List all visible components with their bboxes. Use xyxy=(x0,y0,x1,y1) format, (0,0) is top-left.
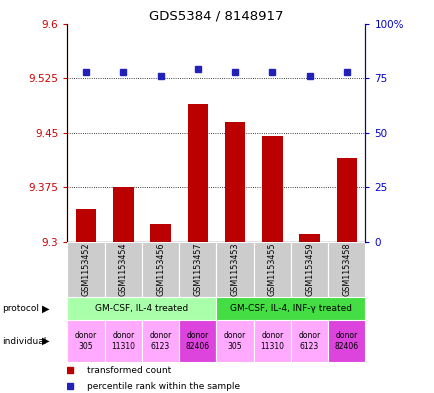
Text: GSM1153453: GSM1153453 xyxy=(230,242,239,296)
Text: GSM1153454: GSM1153454 xyxy=(118,242,128,296)
Text: ▶: ▶ xyxy=(42,336,49,346)
Bar xyxy=(216,297,365,320)
Text: donor
82406: donor 82406 xyxy=(334,331,358,351)
Text: GSM1153456: GSM1153456 xyxy=(156,242,164,296)
Bar xyxy=(179,320,216,362)
Text: GM-CSF, IL-4 treated: GM-CSF, IL-4 treated xyxy=(95,304,188,313)
Title: GDS5384 / 8148917: GDS5384 / 8148917 xyxy=(149,9,283,22)
Bar xyxy=(299,234,319,242)
Bar xyxy=(327,242,365,297)
Bar xyxy=(216,242,253,297)
Text: donor
11310: donor 11310 xyxy=(111,331,135,351)
Bar xyxy=(67,242,105,297)
Bar xyxy=(327,320,365,362)
Text: GSM1153452: GSM1153452 xyxy=(81,242,90,296)
Bar xyxy=(105,320,141,362)
Text: GSM1153457: GSM1153457 xyxy=(193,242,202,296)
Text: GSM1153455: GSM1153455 xyxy=(267,242,276,296)
Bar xyxy=(113,187,133,242)
Bar xyxy=(290,320,327,362)
Text: donor
305: donor 305 xyxy=(75,331,97,351)
Text: transformed count: transformed count xyxy=(87,366,171,375)
Text: individual: individual xyxy=(2,337,46,345)
Text: percentile rank within the sample: percentile rank within the sample xyxy=(87,382,240,391)
Bar xyxy=(105,242,141,297)
Text: donor
305: donor 305 xyxy=(224,331,246,351)
Bar xyxy=(67,297,216,320)
Bar xyxy=(187,103,207,242)
Bar xyxy=(336,158,356,242)
Text: donor
6123: donor 6123 xyxy=(149,331,171,351)
Bar xyxy=(150,224,171,242)
Bar xyxy=(253,320,290,362)
Bar xyxy=(179,242,216,297)
Text: GSM1153458: GSM1153458 xyxy=(342,242,351,296)
Bar xyxy=(224,122,245,242)
Text: GSM1153459: GSM1153459 xyxy=(304,242,313,296)
Bar xyxy=(253,242,290,297)
Text: protocol: protocol xyxy=(2,304,39,313)
Bar xyxy=(261,136,282,242)
Bar xyxy=(216,320,253,362)
Text: ▶: ▶ xyxy=(42,303,49,314)
Bar xyxy=(141,242,179,297)
Bar xyxy=(290,242,327,297)
Text: donor
82406: donor 82406 xyxy=(185,331,209,351)
Bar xyxy=(141,320,179,362)
Bar xyxy=(76,209,96,242)
Text: donor
6123: donor 6123 xyxy=(298,331,320,351)
Text: GM-CSF, IL-4, INF-γ treated: GM-CSF, IL-4, INF-γ treated xyxy=(230,304,351,313)
Bar xyxy=(67,320,105,362)
Text: donor
11310: donor 11310 xyxy=(260,331,284,351)
